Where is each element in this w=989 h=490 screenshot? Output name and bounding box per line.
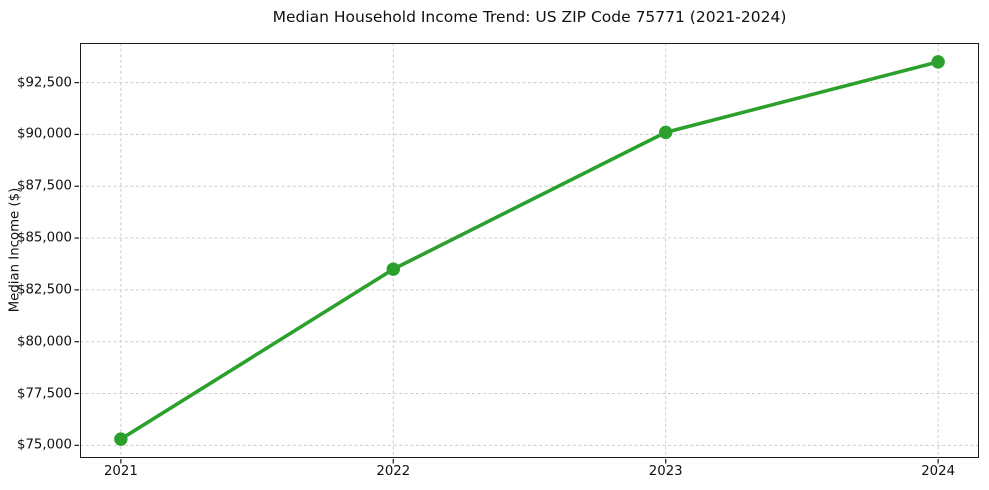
y-axis-tick-labels: $75,000 $77,500 $80,000 $82,500 $85,000 $87,5… [0,43,72,458]
x-axis-tick-labels: 2021 2022 2023 2024 [80,458,979,484]
data-point-2022 [386,262,400,276]
plot-area [74,43,979,464]
plot-border [80,43,979,458]
y-tick-label: $75,000 [17,437,72,453]
y-tick-label: $77,500 [17,386,72,402]
y-tick-label: $90,000 [17,126,72,142]
y-tick-label: $80,000 [17,334,72,350]
data-point-2024 [931,55,945,69]
x-tick-label: 2023 [648,464,683,479]
y-tick-label: $87,500 [17,178,72,194]
y-tick-label: $92,500 [17,75,72,91]
x-tick-label: 2024 [921,464,956,479]
data-point-2021 [114,432,128,446]
x-tick-label: 2021 [103,464,138,479]
chart-title: Median Household Income Trend: US ZIP Co… [272,8,787,26]
x-tick-label: 2022 [376,464,411,479]
y-tick-label: $82,500 [17,282,72,298]
trend-line [119,60,940,441]
y-tick-label: $85,000 [17,230,72,246]
data-point-2023 [659,125,673,140]
chart-canvas [74,43,979,464]
